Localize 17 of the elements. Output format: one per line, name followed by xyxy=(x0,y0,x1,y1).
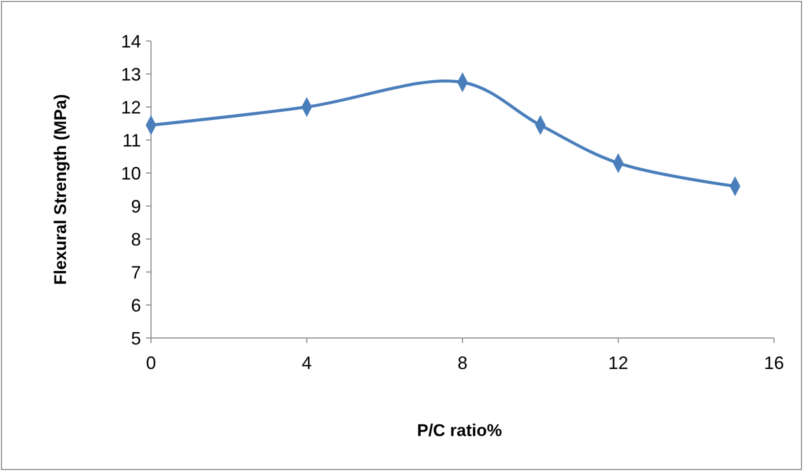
y-tick-label: 11 xyxy=(122,130,141,150)
y-tick-label: 13 xyxy=(120,64,141,84)
y-tick-label: 12 xyxy=(120,97,141,118)
y-axis-title: Flexural Strength (MPa) xyxy=(51,94,70,285)
y-tick-label: 7 xyxy=(130,262,141,282)
x-tick-label: 8 xyxy=(457,353,468,373)
y-tick-label: 10 xyxy=(120,163,141,184)
y-tick-label: 5 xyxy=(130,328,141,348)
y-tick-label: 8 xyxy=(130,229,141,250)
y-tick-label: 9 xyxy=(130,196,141,216)
x-tick-label: 0 xyxy=(146,353,156,373)
y-tick-label: 14 xyxy=(120,31,141,52)
x-axis-title: P/C ratio% xyxy=(416,421,502,440)
x-tick-label: 12 xyxy=(608,353,628,373)
y-tick-label: 6 xyxy=(130,295,141,316)
x-tick-label: 4 xyxy=(302,353,312,373)
x-tick-label: 16 xyxy=(764,353,784,373)
